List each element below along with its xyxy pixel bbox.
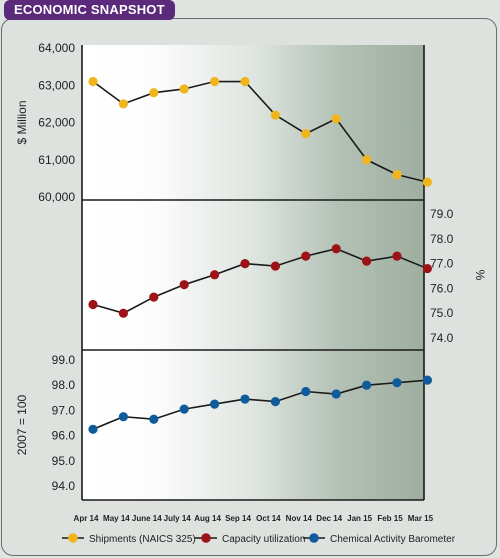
data-point bbox=[210, 76, 220, 87]
data-point bbox=[362, 380, 372, 390]
data-point bbox=[301, 251, 311, 261]
series-line bbox=[92, 80, 428, 183]
data-point bbox=[270, 396, 280, 407]
x-tick-label: Nov 14 bbox=[286, 514, 313, 523]
y-tick-label: 60,000 bbox=[38, 190, 75, 204]
data-point bbox=[362, 256, 372, 266]
data-point bbox=[179, 84, 189, 94]
data-point bbox=[118, 308, 128, 318]
y-tick-label: 62,000 bbox=[38, 116, 75, 130]
y-tick-label: 96.0 bbox=[52, 429, 76, 443]
y-axis-label: % bbox=[473, 270, 487, 281]
y-tick-label: 76.0 bbox=[430, 281, 454, 295]
data-point bbox=[392, 170, 402, 180]
y-tick-label: 97.0 bbox=[52, 403, 76, 417]
y-tick-label: 63,000 bbox=[38, 78, 75, 92]
y-tick-label: 77.0 bbox=[430, 257, 454, 271]
data-point bbox=[331, 244, 341, 254]
data-point bbox=[240, 394, 250, 404]
data-point bbox=[179, 404, 189, 414]
y-tick-label: 74.0 bbox=[430, 331, 454, 345]
y-tick-label: 95.0 bbox=[52, 454, 76, 468]
x-tick-label: Aug 14 bbox=[194, 514, 221, 523]
data-point bbox=[422, 177, 432, 187]
y-tick-label: 61,000 bbox=[38, 153, 75, 167]
x-tick-label: Dec 14 bbox=[316, 514, 342, 523]
data-point bbox=[331, 114, 341, 124]
plot-background bbox=[82, 45, 424, 500]
data-point bbox=[422, 263, 432, 274]
data-point bbox=[179, 280, 189, 290]
y-axis-label: 2007 = 100 bbox=[15, 394, 29, 455]
x-tick-label: Sep 14 bbox=[225, 514, 251, 523]
data-point bbox=[301, 129, 311, 139]
y-tick-label: 79.0 bbox=[430, 207, 454, 221]
y-tick-label: 98.0 bbox=[52, 378, 76, 392]
data-point bbox=[240, 259, 250, 269]
y-tick-label: 64,000 bbox=[38, 41, 75, 55]
y-tick-label: 94.0 bbox=[52, 479, 76, 493]
x-tick-label: Mar 15 bbox=[408, 514, 434, 523]
x-tick-label: May 14 bbox=[103, 514, 130, 523]
legend-label: Chemical Activity Barometer bbox=[330, 534, 456, 545]
legend-marker bbox=[201, 533, 211, 543]
y-tick-label: 99.0 bbox=[52, 353, 76, 367]
x-tick-label: Oct 14 bbox=[256, 514, 281, 523]
data-point bbox=[118, 99, 128, 109]
data-point bbox=[270, 261, 280, 271]
y-axis-label: $ Million bbox=[15, 100, 29, 144]
x-tick-label: Apr 14 bbox=[74, 514, 99, 523]
x-tick-label: June 14 bbox=[132, 514, 162, 523]
x-tick-label: Jan 15 bbox=[347, 514, 372, 523]
header-title: ECONOMIC SNAPSHOT bbox=[4, 0, 175, 20]
data-point bbox=[149, 88, 159, 98]
data-point bbox=[88, 76, 98, 87]
x-tick-label: July 14 bbox=[164, 514, 192, 523]
data-point bbox=[362, 155, 372, 165]
y-tick-label: 75.0 bbox=[430, 306, 454, 320]
legend-marker bbox=[68, 533, 78, 543]
data-point bbox=[301, 386, 311, 397]
data-point bbox=[392, 251, 402, 261]
data-point bbox=[240, 76, 250, 87]
series-line bbox=[92, 247, 428, 315]
legend-label: Capacity utilization bbox=[222, 534, 305, 545]
legend-marker bbox=[309, 533, 319, 543]
data-point bbox=[422, 375, 432, 385]
data-point bbox=[149, 414, 159, 424]
data-point bbox=[392, 378, 402, 388]
data-point bbox=[118, 412, 128, 422]
data-point bbox=[88, 299, 98, 310]
data-point bbox=[149, 292, 159, 302]
data-point bbox=[210, 399, 220, 409]
series-line bbox=[92, 379, 428, 431]
legend-label: Shipments (NAICS 325) bbox=[89, 534, 196, 545]
data-point bbox=[210, 270, 220, 280]
x-tick-label: Feb 15 bbox=[377, 514, 403, 523]
y-tick-label: 78.0 bbox=[430, 232, 454, 246]
data-point bbox=[88, 424, 98, 434]
data-point bbox=[331, 389, 341, 399]
data-point bbox=[270, 110, 280, 120]
